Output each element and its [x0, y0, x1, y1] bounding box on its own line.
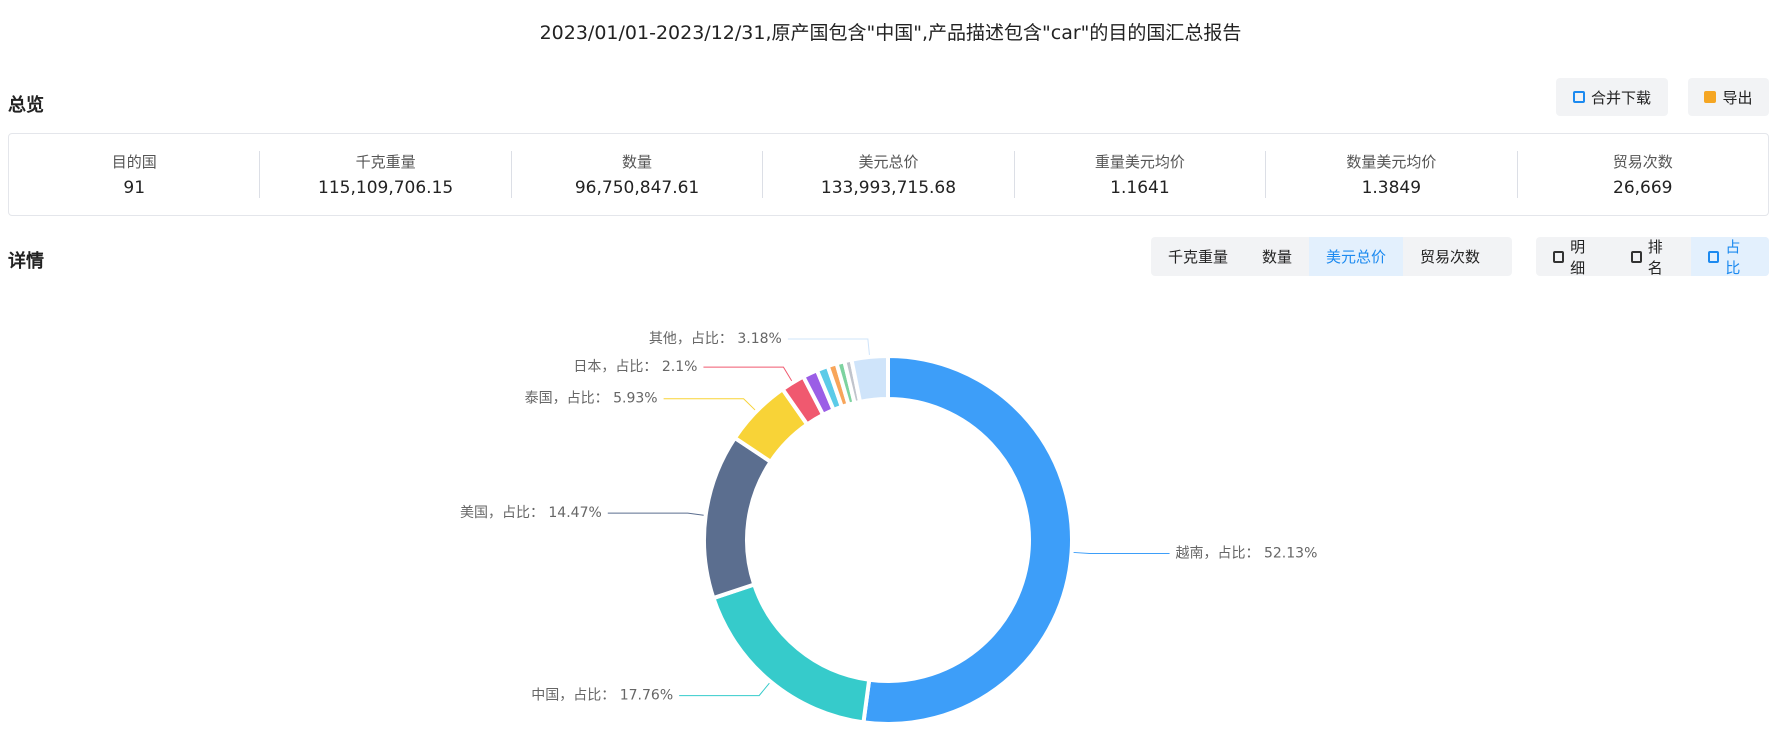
- icon: [1553, 250, 1565, 263]
- stat: 千克重量 115,109,706.15: [259, 151, 510, 198]
- merge-download-button[interactable]: 合并下载: [1556, 78, 1668, 116]
- stat: 贸易次数 26,669: [1516, 151, 1768, 198]
- donut-chart: 越南，占比： 52.13% 中国，占比： 17.76% 美国，占比： 14.47% 泰…: [460, 331, 1318, 726]
- leader-line: [607, 512, 704, 516]
- section-title: 详情: [8, 251, 44, 272]
- tab-label: 数量: [1262, 248, 1293, 266]
- button-label: 合并下载: [1590, 88, 1651, 107]
- icon: [1572, 91, 1585, 103]
- slice-label: 日本，占比： 2.1%: [573, 359, 697, 375]
- stat-value: 1.3849: [1361, 178, 1422, 198]
- view-tabs: 明细 排名 占比: [1536, 237, 1769, 276]
- stat: 目的国 91: [9, 151, 259, 198]
- stat-label: 数量: [622, 153, 653, 171]
- report-title: 2023/01/01-2023/12/31,原产国包含"中国",产品描述包含"c…: [539, 22, 1242, 44]
- stat: 数量 96,750,847.61: [510, 151, 762, 198]
- tab-label: 美元总价: [1326, 248, 1387, 266]
- donut-slice: [710, 581, 872, 725]
- stat: 数量美元均价 1.3849: [1265, 151, 1516, 198]
- stat-label: 数量美元均价: [1346, 153, 1437, 171]
- section-title: 总览: [8, 95, 44, 116]
- tab[interactable]: 占比: [1691, 237, 1769, 276]
- leader-line: [787, 338, 870, 355]
- stat-value: 1.1641: [1110, 178, 1170, 198]
- tab[interactable]: 贸易次数: [1403, 237, 1497, 276]
- donut-slice: [861, 353, 1074, 726]
- stat-value: 91: [123, 178, 146, 198]
- button-label: 导出: [1722, 88, 1753, 107]
- stat-label: 目的国: [111, 153, 157, 171]
- stats-panel: 目的国 91 千克重量 115,109,706.15 数量 96,750,847.61 美元…: [8, 133, 1769, 216]
- stat-value: 133,993,715.68: [820, 178, 957, 198]
- leader-line: [663, 398, 756, 411]
- slice-label: 其他，占比： 3.18%: [649, 331, 782, 347]
- slice-label: 泰国，占比： 5.93%: [525, 391, 658, 407]
- tab-label: 千克重量: [1168, 248, 1229, 266]
- leader-line: [1073, 551, 1170, 555]
- stat: 重量美元均价 1.1641: [1013, 151, 1265, 198]
- tab-label: 排名: [1647, 237, 1663, 277]
- leader-line: [679, 682, 770, 697]
- stat-label: 重量美元均价: [1094, 153, 1185, 171]
- slice-label: 越南，占比： 52.13%: [1176, 546, 1318, 562]
- export-button[interactable]: 导出: [1688, 78, 1769, 116]
- stat-label: 美元总价: [858, 153, 919, 171]
- stat-value: 115,109,706.15: [318, 178, 454, 198]
- tab-label: 贸易次数: [1420, 248, 1481, 266]
- icon: [1704, 91, 1717, 103]
- tab[interactable]: 排名: [1614, 237, 1692, 276]
- donut-slice: [849, 353, 890, 405]
- stat-label: 贸易次数: [1612, 153, 1673, 171]
- stat-value: 26,669: [1613, 178, 1673, 198]
- tab[interactable]: 美元总价: [1309, 237, 1404, 276]
- slice-label: 美国，占比： 14.47%: [460, 505, 602, 521]
- tab-label: 明细: [1570, 237, 1586, 277]
- tab[interactable]: 明细: [1536, 237, 1614, 276]
- stat: 美元总价 133,993,715.68: [762, 151, 1013, 198]
- icon: [1708, 250, 1720, 263]
- donut-slice: [702, 435, 774, 601]
- tab-label: 占比: [1725, 237, 1741, 277]
- tab[interactable]: 数量: [1245, 237, 1309, 276]
- metric-tabs: 千克重量 数量 美元总价 贸易次数: [1151, 237, 1512, 276]
- stat-label: 千克重量: [355, 153, 416, 171]
- icon: [1630, 250, 1642, 263]
- leader-line: [703, 366, 793, 382]
- tab[interactable]: 千克重量: [1151, 237, 1245, 276]
- slice-label: 中国，占比： 17.76%: [531, 688, 673, 704]
- stat-value: 96,750,847.61: [574, 178, 700, 198]
